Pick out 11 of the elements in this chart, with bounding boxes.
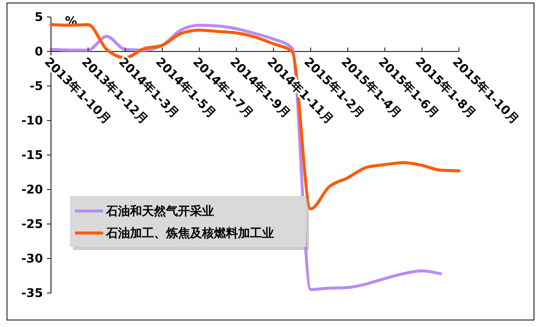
y-tick-label: -5 — [30, 79, 43, 94]
y-tick-label: -20 — [21, 182, 43, 197]
y-tick-label: -25 — [21, 217, 43, 232]
y-tick-label: -35 — [21, 286, 43, 300]
y-tick-label: -15 — [21, 148, 43, 162]
legend-label: 石油加工、炼焦及核燃料加工业 — [105, 226, 274, 240]
y-tick-label: 0 — [34, 44, 43, 59]
y-tick-label: -30 — [21, 252, 43, 266]
y-tick-label: -10 — [21, 114, 43, 128]
y-tick-label: 5 — [34, 10, 43, 24]
legend-label: 石油和天然气开采业 — [105, 204, 214, 218]
